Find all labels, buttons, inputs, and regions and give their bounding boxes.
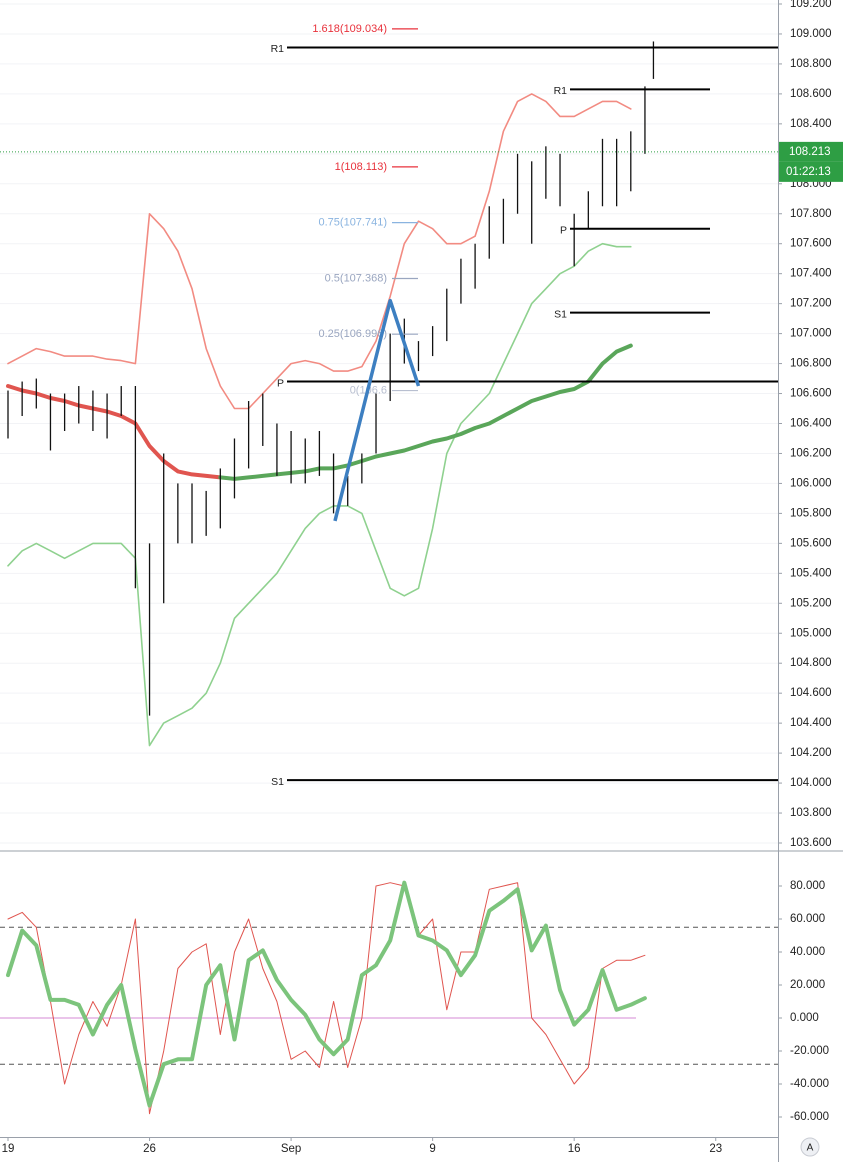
y-tick-label: 105.800	[790, 507, 832, 519]
y-tick-label: 109.000	[790, 28, 832, 40]
pivot-label: R1	[554, 85, 568, 97]
series-line	[6, 384, 223, 480]
pivot-label: P	[277, 377, 284, 389]
y-tick-label: 107.400	[790, 268, 832, 280]
y-tick-label: 104.800	[790, 657, 832, 669]
y-tick-label: -40.000	[790, 1078, 829, 1090]
x-tick-label: 23	[709, 1143, 722, 1155]
series-line	[7, 882, 646, 1115]
x-tick-label: 26	[143, 1143, 156, 1155]
fib-label: 1(108.113)	[335, 161, 387, 173]
y-tick-label: 109.200	[790, 0, 832, 10]
x-tick-label: 9	[429, 1143, 435, 1155]
y-tick-label: 106.400	[790, 418, 832, 430]
y-tick-label: 103.600	[790, 837, 832, 849]
countdown-box	[779, 161, 843, 182]
y-tick-label: 60.000	[790, 913, 825, 925]
countdown-label: 01:22:13	[786, 166, 831, 178]
series-line	[7, 93, 632, 410]
y-tick-label: 107.600	[790, 238, 832, 250]
x-tick-label: Sep	[281, 1143, 301, 1155]
y-tick-label: 105.400	[790, 567, 832, 579]
auto-button-circle[interactable]	[800, 1137, 820, 1157]
x-tick-label: 16	[568, 1143, 581, 1155]
series-line	[7, 242, 632, 747]
y-tick-label: 0.000	[790, 1012, 819, 1024]
series-line	[218, 343, 633, 481]
y-tick-label: 104.000	[790, 777, 832, 789]
last-price-box	[779, 141, 843, 162]
y-tick-label: 107.200	[790, 298, 832, 310]
y-tick-label: 104.400	[790, 717, 832, 729]
fib-label: 0.25(106.996)	[319, 328, 388, 340]
y-tick-label: 106.000	[790, 477, 832, 489]
last-price-label: 108.213	[789, 146, 831, 158]
pivot-label: S1	[271, 776, 284, 788]
series-line	[6, 880, 647, 1108]
y-tick-label: 103.800	[790, 807, 832, 819]
y-tick-label: 104.600	[790, 687, 832, 699]
y-tick-label: -20.000	[790, 1045, 829, 1057]
pivot-label: R1	[271, 43, 285, 55]
x-tick-label: 19	[2, 1143, 15, 1155]
y-tick-label: 40.000	[790, 946, 825, 958]
y-tick-label: 104.200	[790, 747, 832, 759]
fib-label: 0.5(107.368)	[325, 272, 387, 284]
y-tick-label: 108.800	[790, 58, 832, 70]
y-tick-label: -60.000	[790, 1111, 829, 1123]
y-tick-label: 105.600	[790, 537, 832, 549]
y-tick-label: 107.800	[790, 208, 832, 220]
y-tick-label: 20.000	[790, 979, 825, 991]
auto-button-label[interactable]: A	[807, 1143, 814, 1154]
pivot-label: P	[560, 225, 567, 237]
y-tick-label: 106.800	[790, 358, 832, 370]
auto-button[interactable]: A	[800, 1137, 820, 1157]
pivot-label: S1	[554, 308, 567, 320]
y-tick-label: 105.200	[790, 597, 832, 609]
y-tick-label: 106.600	[790, 388, 832, 400]
y-tick-label: 108.600	[790, 88, 832, 100]
y-tick-label: 106.200	[790, 447, 832, 459]
y-tick-label: 107.000	[790, 328, 832, 340]
fib-label: 0.75(107.741)	[319, 216, 388, 228]
y-tick-label: 108.400	[790, 118, 832, 130]
y-tick-label: 80.000	[790, 880, 825, 892]
fib-label: 1.618(109.034)	[312, 23, 387, 35]
y-tick-label: 105.000	[790, 627, 832, 639]
zigzag	[333, 298, 421, 522]
